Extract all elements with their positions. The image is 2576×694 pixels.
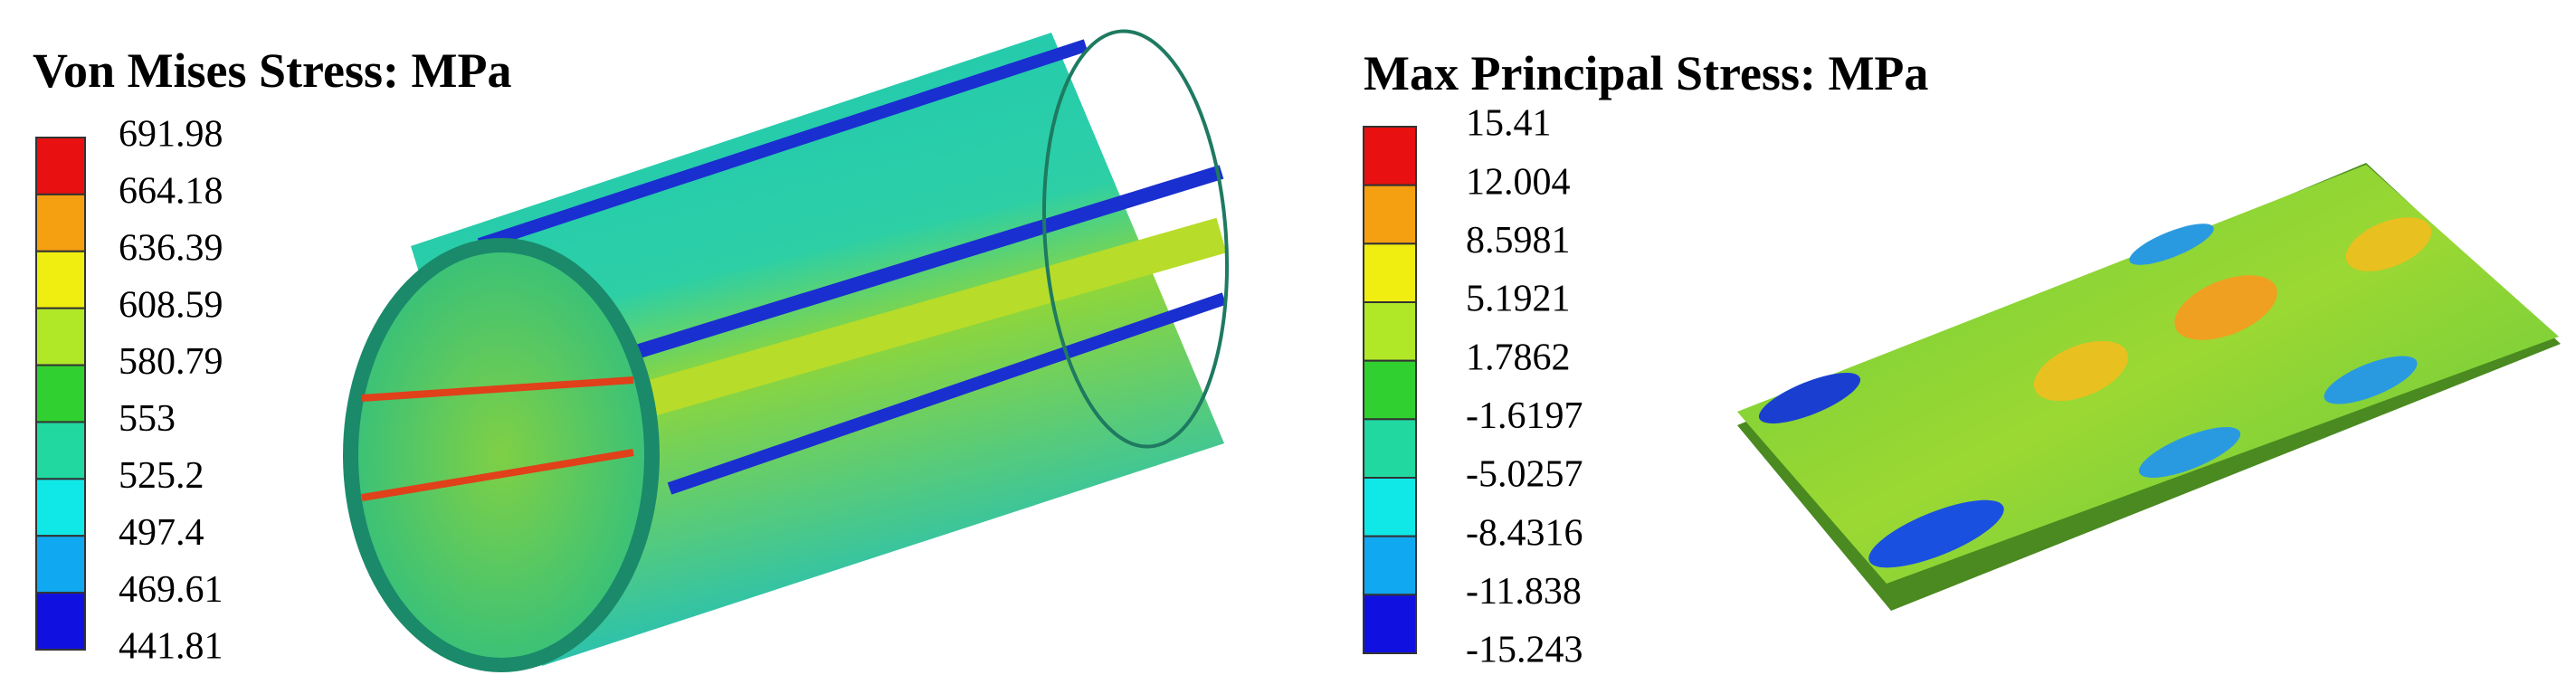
legend-band (1363, 418, 1417, 480)
legend-band (35, 364, 86, 423)
legend-label: -11.838 (1466, 571, 1582, 613)
legend-label: 636.39 (119, 227, 223, 269)
legend-label: 469.61 (119, 569, 223, 611)
legend-band (1363, 477, 1417, 537)
legend-band (1363, 535, 1417, 596)
legend-band (1363, 301, 1417, 362)
legend-band (1363, 594, 1417, 654)
legend-band (35, 535, 86, 594)
cylinder-model (343, 29, 1230, 672)
legend-label: 525.2 (119, 455, 204, 497)
legend-band (35, 193, 86, 252)
legend-label: 497.4 (119, 512, 204, 554)
legend-band (35, 137, 86, 195)
legend-band (35, 421, 86, 480)
legend-band (1363, 359, 1417, 421)
legend-band (35, 250, 86, 309)
legend-label: -5.0257 (1466, 454, 1583, 496)
legend-label: 580.79 (119, 341, 223, 383)
shell-model (1737, 163, 2561, 611)
legend-label: 441.81 (119, 626, 223, 668)
legend-label: -15.243 (1466, 630, 1583, 671)
legend-label: -1.6197 (1466, 395, 1583, 437)
legend-label: 8.5981 (1466, 220, 1571, 261)
legend-label: 15.41 (1466, 103, 1552, 145)
legend-label: 691.98 (119, 114, 223, 156)
legend-label: 608.59 (119, 284, 223, 326)
panel-title: Von Mises Stress: MPa (33, 43, 511, 98)
legend-band (1363, 126, 1417, 186)
legend-label: 664.18 (119, 171, 223, 213)
legend-band (1363, 184, 1417, 245)
legend-label: 553 (119, 398, 176, 440)
legend-band (1363, 242, 1417, 304)
legend-band (35, 592, 86, 651)
legend-label: 1.7862 (1466, 337, 1571, 378)
legend-band (35, 307, 86, 366)
panel-title: Max Principal Stress: MPa (1364, 46, 1928, 100)
legend-label: -8.4316 (1466, 512, 1583, 554)
legend-label: 12.004 (1466, 161, 1571, 203)
legend-label: 5.1921 (1466, 279, 1571, 320)
legend-band (35, 478, 86, 537)
